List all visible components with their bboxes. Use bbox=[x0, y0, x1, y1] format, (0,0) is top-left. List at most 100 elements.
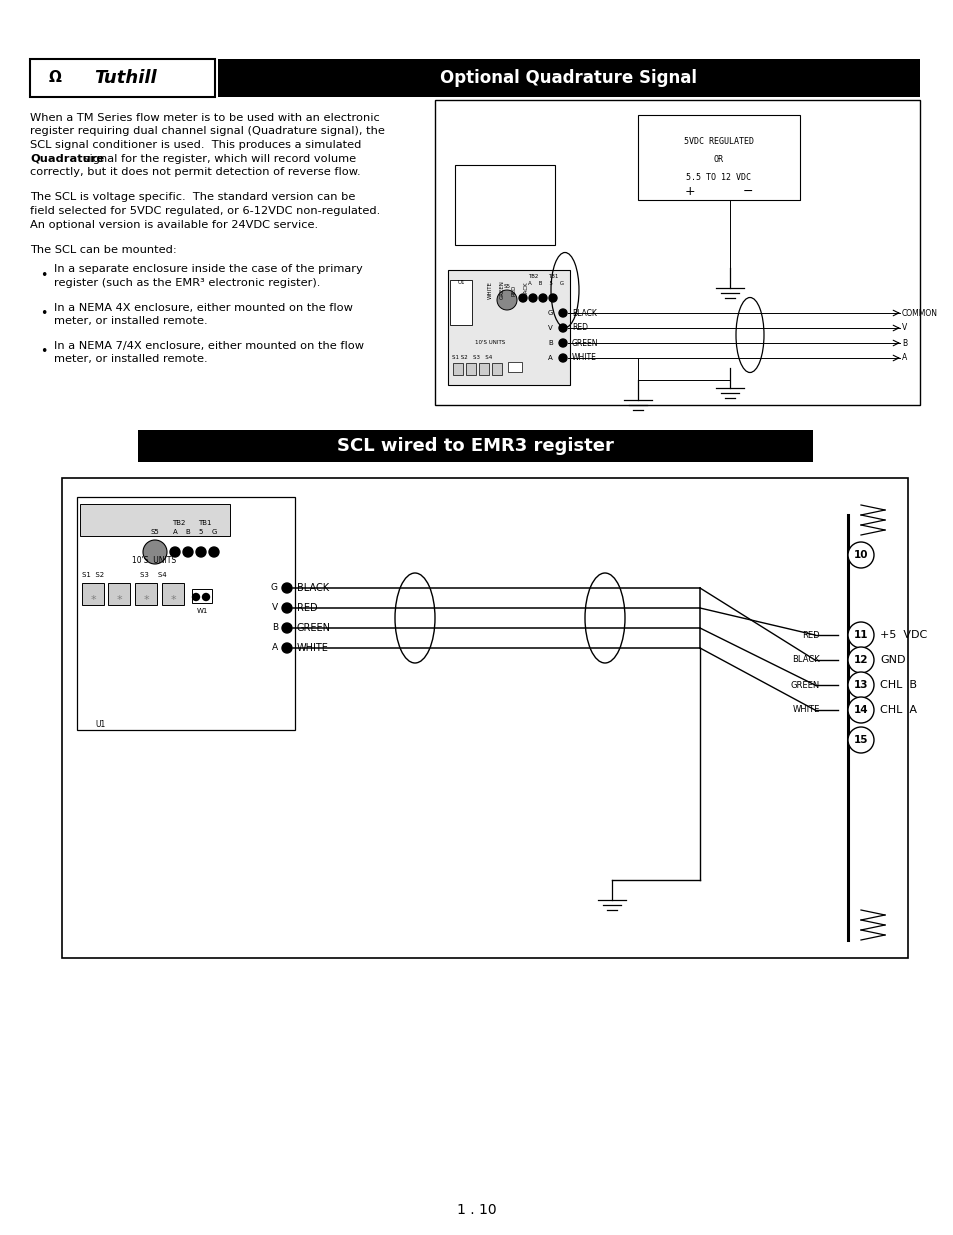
Text: In a separate enclosure inside the case of the primary: In a separate enclosure inside the case … bbox=[54, 264, 362, 274]
Circle shape bbox=[538, 294, 546, 303]
Circle shape bbox=[558, 354, 566, 362]
Text: 14: 14 bbox=[853, 705, 867, 715]
Text: The SCL can be mounted:: The SCL can be mounted: bbox=[30, 245, 176, 254]
FancyBboxPatch shape bbox=[465, 363, 476, 375]
Text: meter, or installed remote.: meter, or installed remote. bbox=[54, 354, 208, 364]
Text: In a NEMA 4X enclosure, either mounted on the flow: In a NEMA 4X enclosure, either mounted o… bbox=[54, 303, 353, 312]
Text: GREEN: GREEN bbox=[296, 622, 331, 634]
Circle shape bbox=[847, 622, 873, 648]
Text: OR: OR bbox=[713, 156, 723, 164]
Text: Tuthill: Tuthill bbox=[93, 69, 156, 86]
Text: GND: GND bbox=[879, 655, 904, 664]
FancyBboxPatch shape bbox=[192, 589, 212, 603]
Text: 13: 13 bbox=[853, 680, 867, 690]
Circle shape bbox=[143, 540, 167, 564]
Text: 5VDC REGULATED: 5VDC REGULATED bbox=[683, 137, 753, 146]
Text: U1: U1 bbox=[94, 720, 105, 729]
Text: +5  VDC: +5 VDC bbox=[879, 630, 926, 640]
Text: B: B bbox=[272, 624, 277, 632]
Text: B: B bbox=[548, 340, 553, 346]
Text: V: V bbox=[272, 604, 277, 613]
Text: A: A bbox=[901, 353, 906, 363]
Text: GREEN: GREEN bbox=[572, 338, 598, 347]
Text: •: • bbox=[40, 308, 48, 321]
Text: SCL wired to EMR3 register: SCL wired to EMR3 register bbox=[336, 437, 613, 454]
Text: RED: RED bbox=[511, 284, 516, 295]
Text: B: B bbox=[186, 529, 191, 535]
Text: Quadrature: Quadrature bbox=[30, 153, 104, 163]
Text: TB2: TB2 bbox=[527, 274, 537, 279]
Text: 10: 10 bbox=[853, 550, 867, 559]
Text: V: V bbox=[901, 324, 906, 332]
Text: BLACK: BLACK bbox=[523, 282, 528, 299]
Text: *: * bbox=[91, 595, 95, 605]
Circle shape bbox=[518, 294, 526, 303]
Text: correctly, but it does not permit detection of reverse flow.: correctly, but it does not permit detect… bbox=[30, 167, 360, 177]
Circle shape bbox=[847, 672, 873, 698]
Circle shape bbox=[209, 547, 219, 557]
Text: G: G bbox=[271, 583, 277, 593]
Circle shape bbox=[558, 309, 566, 317]
Text: S3    S4: S3 S4 bbox=[140, 572, 167, 578]
FancyBboxPatch shape bbox=[638, 115, 800, 200]
FancyBboxPatch shape bbox=[138, 430, 812, 462]
FancyBboxPatch shape bbox=[448, 270, 569, 385]
Text: RED: RED bbox=[801, 631, 820, 640]
Text: V: V bbox=[548, 325, 553, 331]
Circle shape bbox=[558, 338, 566, 347]
Circle shape bbox=[282, 583, 292, 593]
Text: *: * bbox=[143, 595, 149, 605]
FancyBboxPatch shape bbox=[478, 363, 489, 375]
Text: 10'S UNITS: 10'S UNITS bbox=[475, 340, 505, 345]
Text: register requiring dual channel signal (Quadrature signal), the: register requiring dual channel signal (… bbox=[30, 126, 384, 137]
Circle shape bbox=[558, 324, 566, 332]
Text: A: A bbox=[548, 354, 553, 361]
Text: In a NEMA 7/4X enclosure, either mounted on the flow: In a NEMA 7/4X enclosure, either mounted… bbox=[54, 341, 364, 351]
Text: 5: 5 bbox=[198, 529, 203, 535]
Text: G: G bbox=[212, 529, 216, 535]
Text: GREEN: GREEN bbox=[790, 680, 820, 689]
FancyBboxPatch shape bbox=[62, 478, 907, 958]
Text: The SCL is voltage specific.  The standard version can be: The SCL is voltage specific. The standar… bbox=[30, 193, 355, 203]
Text: WHITE: WHITE bbox=[572, 353, 597, 363]
Text: 11: 11 bbox=[853, 630, 867, 640]
Text: S5: S5 bbox=[503, 284, 510, 289]
Text: RED: RED bbox=[572, 324, 587, 332]
Text: field selected for 5VDC regulated, or 6-12VDC non-regulated.: field selected for 5VDC regulated, or 6-… bbox=[30, 206, 380, 216]
Text: TB1: TB1 bbox=[198, 520, 212, 526]
FancyBboxPatch shape bbox=[492, 363, 501, 375]
Circle shape bbox=[282, 622, 292, 634]
Text: S1  S2: S1 S2 bbox=[82, 572, 104, 578]
FancyBboxPatch shape bbox=[162, 583, 184, 605]
Circle shape bbox=[282, 603, 292, 613]
FancyBboxPatch shape bbox=[108, 583, 130, 605]
Text: G: G bbox=[547, 310, 553, 316]
FancyBboxPatch shape bbox=[135, 583, 157, 605]
Text: When a TM Series flow meter is to be used with an electronic: When a TM Series flow meter is to be use… bbox=[30, 112, 379, 124]
Text: 12: 12 bbox=[853, 655, 867, 664]
FancyBboxPatch shape bbox=[453, 363, 462, 375]
Circle shape bbox=[202, 594, 210, 600]
Text: CHL  A: CHL A bbox=[879, 705, 916, 715]
Circle shape bbox=[548, 294, 557, 303]
Text: *: * bbox=[170, 595, 175, 605]
Text: S5: S5 bbox=[151, 529, 159, 535]
Text: 5.5 TO 12 VDC: 5.5 TO 12 VDC bbox=[686, 173, 751, 182]
Text: meter, or installed remote.: meter, or installed remote. bbox=[54, 316, 208, 326]
Circle shape bbox=[170, 547, 180, 557]
Text: CHL  B: CHL B bbox=[879, 680, 916, 690]
Text: •: • bbox=[40, 269, 48, 283]
Text: −: − bbox=[742, 185, 753, 198]
Text: WHITE: WHITE bbox=[792, 705, 820, 715]
Circle shape bbox=[847, 542, 873, 568]
Text: RED: RED bbox=[296, 603, 317, 613]
Text: A: A bbox=[272, 643, 277, 652]
Text: COMMON: COMMON bbox=[901, 309, 937, 317]
Text: TB1: TB1 bbox=[547, 274, 558, 279]
Circle shape bbox=[847, 647, 873, 673]
Text: GREEN: GREEN bbox=[499, 280, 504, 299]
Text: register (such as the EMR³ electronic register).: register (such as the EMR³ electronic re… bbox=[54, 278, 320, 288]
Text: B: B bbox=[901, 338, 906, 347]
Text: 1 . 10: 1 . 10 bbox=[456, 1203, 497, 1216]
Text: BLACK: BLACK bbox=[296, 583, 329, 593]
